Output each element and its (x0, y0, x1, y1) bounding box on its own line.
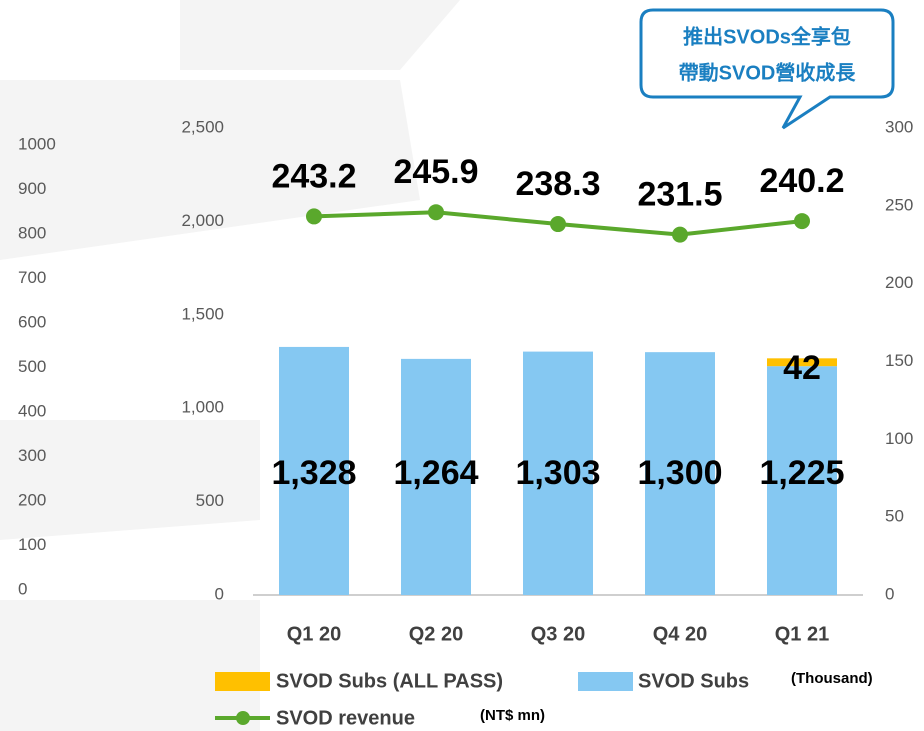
callout-text: 帶動SVOD營收成長 (679, 60, 857, 84)
y3-tick-label: 800 (18, 223, 46, 242)
callout: 推出SVODs全享包 帶動SVOD營收成長 (639, 8, 895, 130)
y3-tick-label: 600 (18, 312, 46, 331)
y2-tick-label: 250 (885, 195, 913, 214)
y2-tick-label: 150 (885, 351, 913, 370)
data-label: 243.2 (271, 157, 356, 195)
unit-label: (NT$ mn) (480, 707, 545, 724)
y-tick-label: 0 (215, 584, 224, 603)
background-shape (0, 0, 460, 731)
y3-tick-label: 0 (18, 579, 27, 598)
y3-tick-label: 300 (18, 446, 46, 465)
x-tick-label: Q4 20 (653, 623, 707, 645)
bar-stack (767, 358, 837, 367)
y3-tick-label: 200 (18, 490, 46, 509)
data-label: 231.5 (637, 176, 722, 214)
y3-tick-label: 400 (18, 401, 46, 420)
y-tick-label: 1,000 (181, 398, 224, 417)
legend-swatch (215, 672, 270, 691)
y3-tick-label: 900 (18, 179, 46, 198)
data-label: 1,328 (271, 454, 356, 492)
x-tick-label: Q3 20 (531, 623, 585, 645)
line-point (550, 216, 566, 233)
y3-tick-label: 100 (18, 535, 46, 554)
y2-tick-label: 200 (885, 273, 913, 292)
legend-swatch (236, 711, 250, 725)
data-label: 1,264 (393, 454, 478, 492)
y3-tick-label: 700 (18, 268, 46, 287)
line-point (672, 226, 688, 243)
y-tick-label: 500 (196, 491, 224, 510)
y3-tick-label: 1000 (18, 134, 56, 153)
legend-label: SVOD revenue (276, 707, 415, 729)
bar (279, 346, 349, 595)
bar (767, 366, 837, 595)
bar (523, 351, 593, 595)
y3-tick-label: 500 (18, 357, 46, 376)
data-label: 1,225 (759, 454, 844, 492)
data-label: 238.3 (515, 165, 600, 203)
data-label: 1,303 (515, 454, 600, 492)
data-label: 1,300 (637, 454, 722, 492)
data-label: 42 (783, 349, 821, 387)
data-label: 240.2 (759, 162, 844, 200)
y-tick-label: 2,000 (181, 211, 224, 230)
y2-tick-label: 100 (885, 429, 913, 448)
line-point (794, 213, 810, 230)
legend-swatch (578, 672, 633, 691)
line-point (428, 204, 444, 221)
unit-label: (Thousand) (791, 670, 873, 687)
bar (645, 352, 715, 595)
y2-tick-label: 50 (885, 507, 904, 526)
legend-label: SVOD Subs (638, 670, 749, 692)
x-tick-label: Q2 20 (409, 623, 463, 645)
callout-text: 推出SVODs全享包 (683, 24, 851, 48)
legend-label: SVOD Subs (ALL PASS) (276, 670, 503, 692)
line-point (306, 208, 322, 225)
data-label: 245.9 (393, 153, 478, 191)
y2-tick-label: 300 (885, 117, 913, 136)
y-tick-label: 1,500 (181, 304, 224, 323)
x-tick-label: Q1 20 (287, 623, 341, 645)
bar (401, 358, 471, 595)
y2-tick-label: 0 (885, 584, 894, 603)
x-tick-label: Q1 21 (775, 623, 829, 645)
y-tick-label: 2,500 (181, 117, 224, 136)
